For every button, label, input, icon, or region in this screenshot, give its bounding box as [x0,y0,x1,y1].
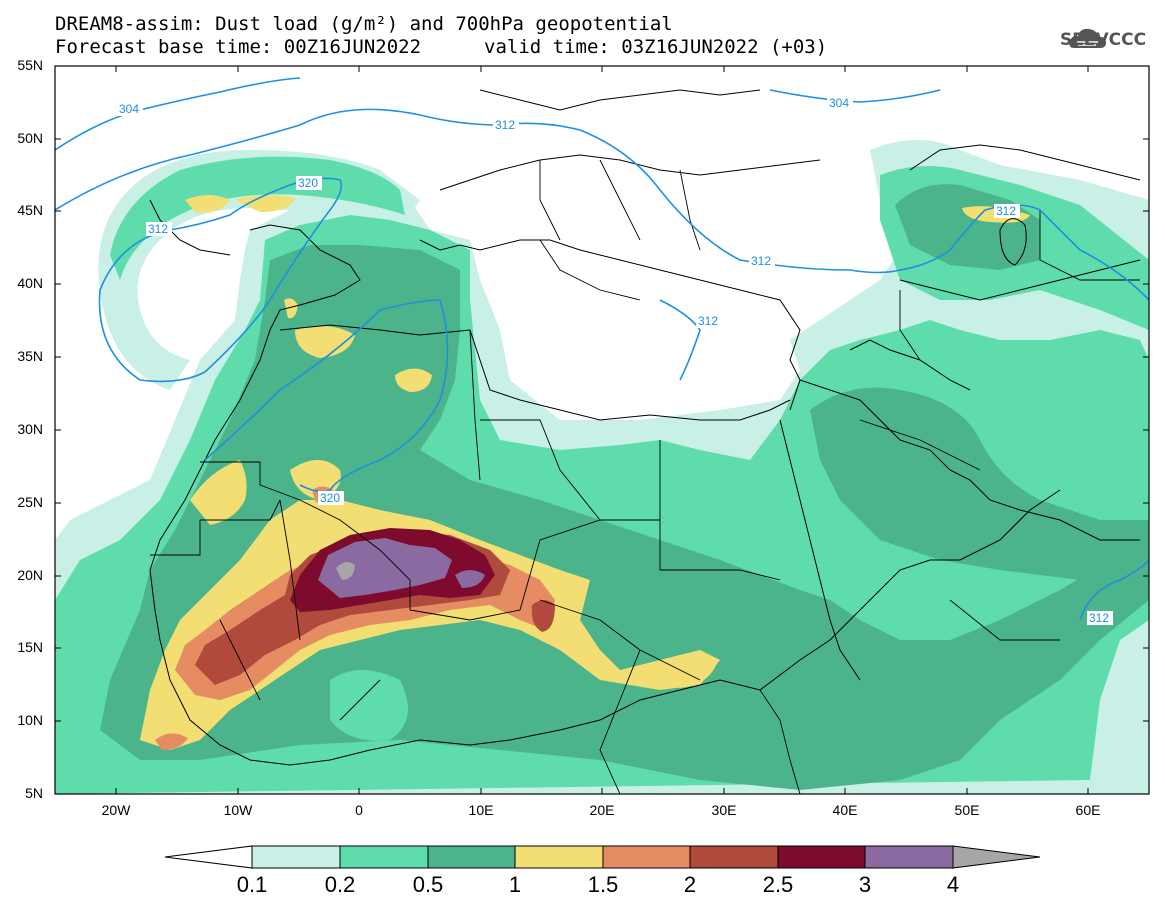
lat-ticks [55,65,1149,722]
dust-field [55,66,1149,794]
contour-label: 304 [829,96,849,110]
colorbar-tick-label: 2 [683,872,697,897]
contour-label: 320 [320,491,340,505]
dust-level-1 [140,500,720,750]
dust-level-3 [318,538,452,598]
contour-label: 312 [751,254,771,268]
contour-labels: 304 304 312 320 312 312 312 320 312 312 [117,96,1113,625]
colorbar-tick-label: 3 [858,872,872,897]
dust-level-4 [336,562,355,580]
contour-304-west [55,77,301,151]
lon-label: 40E [832,802,858,818]
lon-label: 50E [954,802,980,818]
contour-312-loop [98,229,206,383]
logo-text: SEEVCCC [1060,30,1147,50]
lat-label: 45N [17,202,43,218]
colorbar-tick-label: 0.1 [236,872,268,897]
lat-label: 15N [17,639,43,655]
colorbar-bin-0.2 [339,845,429,869]
contour-312-se [1079,559,1149,621]
colorbar-tick-label: 4 [946,872,960,897]
contour-label: 312 [698,314,718,328]
contour-312-mid [204,299,449,493]
lon-label: 20E [589,802,615,818]
lat-label: 40N [17,275,43,291]
colorbar-bin-2.5 [777,845,866,869]
map-title: DREAM8-assim: Dust load (g/m²) and 700hP… [55,13,673,35]
colorbar-bin-3 [864,845,954,869]
lat-label: 25N [17,494,43,510]
forecast-base-time: Forecast base time: 00Z16JUN2022 [55,36,422,58]
coastlines [149,89,1141,766]
colorbar [164,845,1041,869]
lat-label: 50N [17,130,43,146]
lon-label: 10E [468,802,494,818]
colorbar-bin-2 [689,845,779,869]
lat-label: 55N [17,57,43,73]
lat-label: 5N [25,785,43,801]
lon-ticks [115,66,1089,794]
dust-level-0.5 [100,245,1149,790]
lon-label: 0 [355,802,363,818]
lon-label: 20W [101,802,131,818]
lat-label: 35N [17,348,43,364]
valid-time: valid time: 03Z16JUN2022 (+03) [484,36,828,58]
contour-320 [169,177,343,373]
colorbar-low-arrow [164,845,253,869]
colorbar-bin-0.5 [427,845,516,869]
contour-label: 312 [1089,611,1109,625]
lon-label: 10W [223,802,253,818]
colorbar-tick-label: 1 [508,872,522,897]
colorbar-high-arrow [952,845,1041,869]
lat-label: 10N [17,712,43,728]
lat-label: 20N [17,567,43,583]
contour-label: 304 [119,102,139,116]
colorbar-tick-label: 0.2 [324,872,356,897]
lon-label: 60E [1075,802,1101,818]
borders [150,159,1140,794]
colorbar-bin-1.5 [602,845,691,869]
contour-label: 312 [148,222,168,236]
contour-label: 320 [298,176,318,190]
colorbar-bin-0.1 [251,845,341,869]
colorbar-tick-label: 2.5 [762,872,794,897]
cloud-icon [1069,28,1106,48]
contour-304-east [769,89,941,103]
lon-label: 30E [711,802,737,818]
colorbar-bin-1 [514,845,604,869]
contour-312-med [659,299,701,381]
colorbar-tick-label: 1.5 [587,872,619,897]
contour-label: 312 [495,118,515,132]
lat-label: 30N [17,421,43,437]
colorbar-tick-label: 0.5 [412,872,444,897]
contour-label: 312 [996,204,1016,218]
